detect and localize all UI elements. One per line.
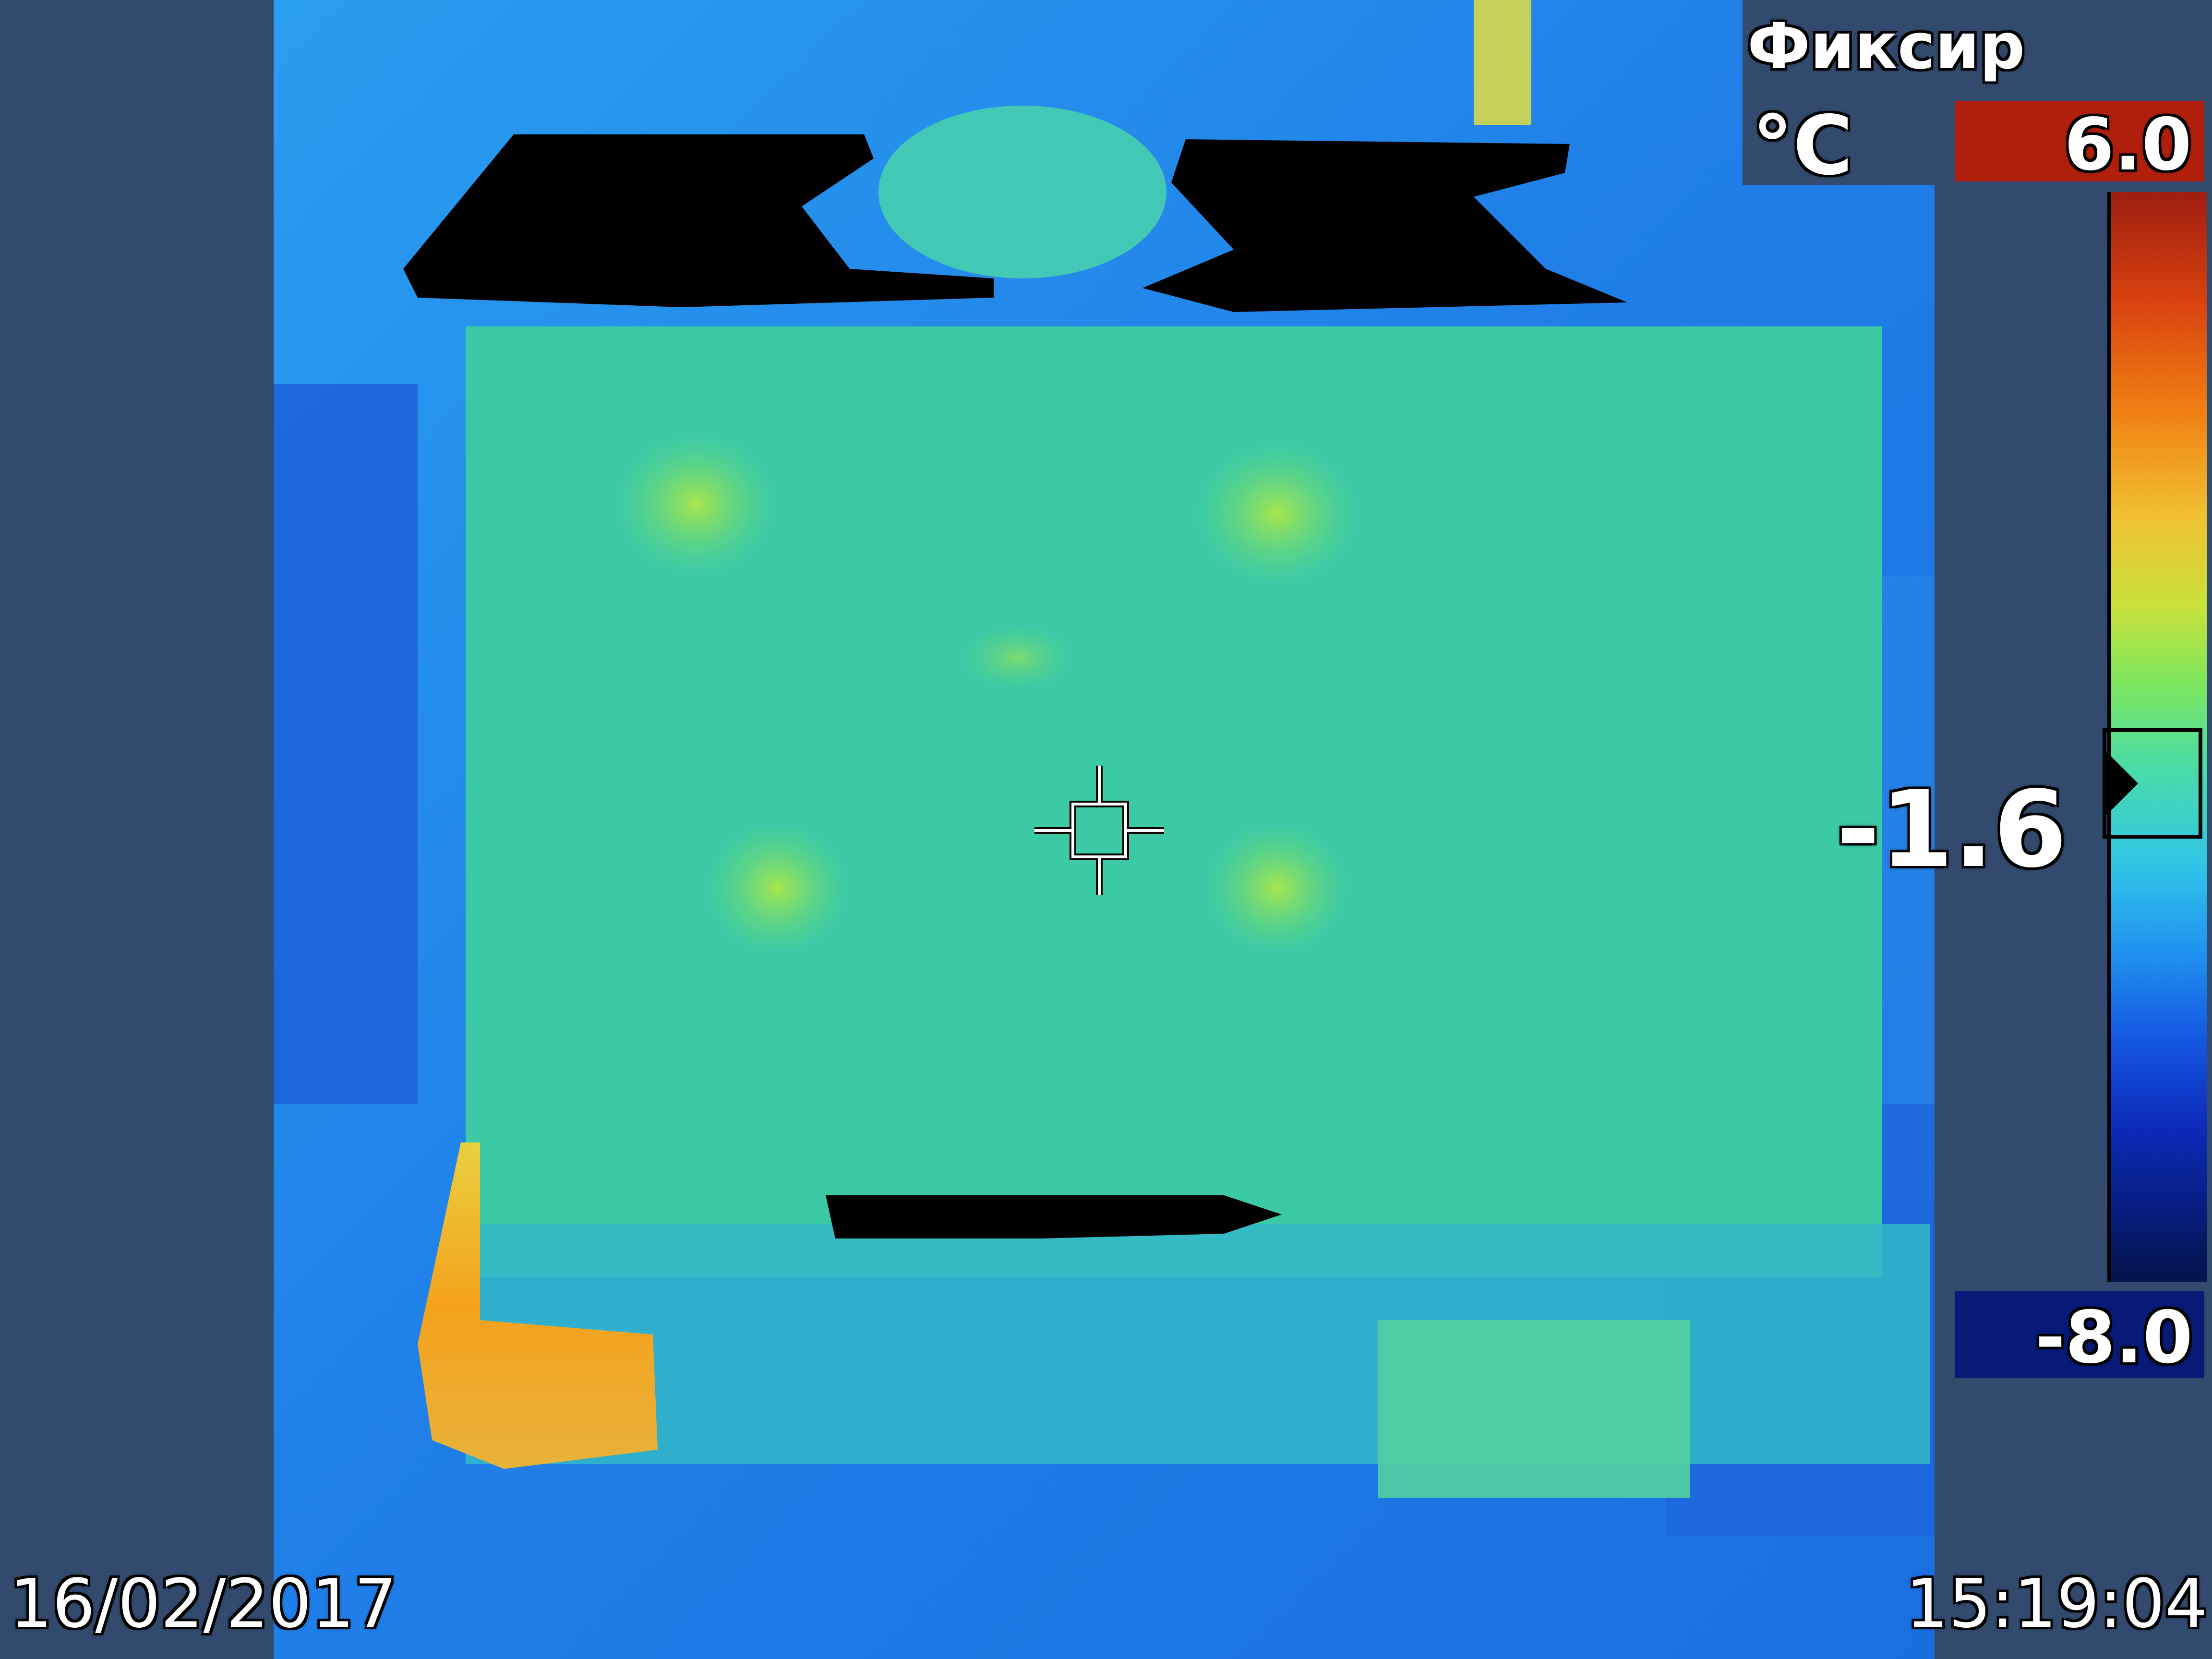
temperature-scale-bar	[2107, 192, 2207, 1282]
crosshair-icon	[1034, 766, 1164, 895]
scale-max-box	[1955, 101, 2204, 181]
scale-max-label: 6.0	[2064, 103, 2192, 187]
time-label: 15:19:04	[1906, 1565, 2208, 1643]
thermal-image	[274, 0, 1935, 1659]
scale-min-box	[1955, 1291, 2204, 1378]
unit-label: °C	[1752, 98, 1853, 193]
spot-temperature-label: -1.6	[1836, 768, 2068, 891]
scale-pointer-icon	[2104, 750, 2138, 817]
mode-label: Фиксир	[1747, 10, 2025, 84]
scale-min-label: -8.0	[2035, 1296, 2193, 1380]
mode-panel	[1743, 0, 1935, 185]
date-label: 16/02/2017	[10, 1565, 397, 1643]
